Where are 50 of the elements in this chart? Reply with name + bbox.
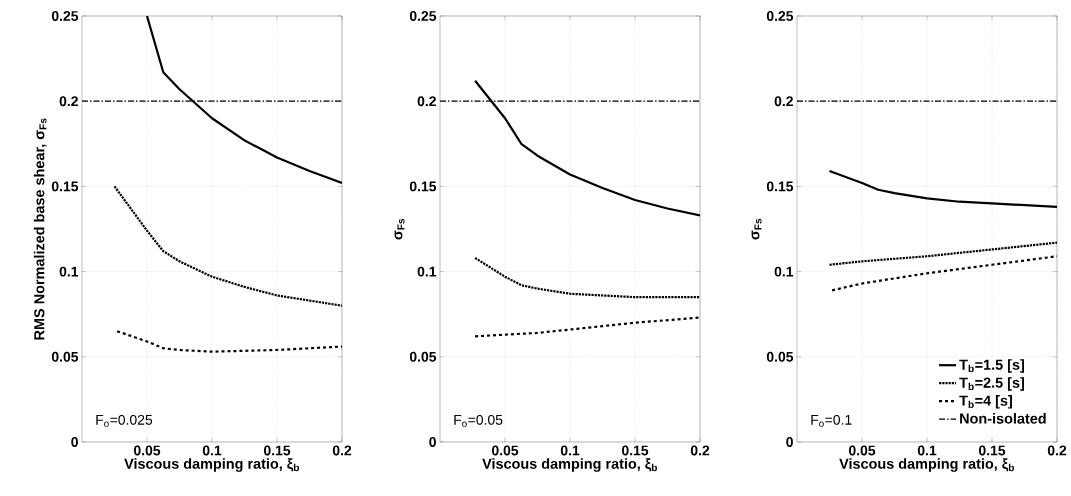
annotation: F$_{o}$=0.025 — [96, 414, 153, 427]
x-tick-label: 0.2 — [332, 445, 352, 456]
x-tick-label: 0.2 — [1047, 445, 1067, 456]
y-tick-label: 0.25 — [51, 11, 79, 21]
line-series — [474, 256, 701, 299]
y-tick-label: 0.1 — [774, 266, 794, 277]
legend-label: Non-isolated — [960, 413, 1046, 424]
y-tick-label: 0.25 — [409, 11, 437, 21]
line-series — [831, 255, 1058, 292]
x-tick-label: 0.15 — [621, 445, 649, 456]
x-axis-title: Viscous damping ratio, ξ$_{b}$ — [124, 458, 299, 472]
y-tick-label: 0 — [429, 437, 436, 447]
x-tick-label: 0.1 — [917, 445, 937, 456]
x-tick-label: 0.15 — [263, 445, 291, 456]
y-tick-label: 0.2 — [417, 96, 436, 107]
y-tick-label: 0 — [786, 437, 793, 447]
x-axis-title: Viscous damping ratio, ξ$_{b}$ — [482, 458, 657, 472]
y-tick-label: 0.2 — [774, 96, 793, 107]
y-tick-label: 0.1 — [417, 266, 437, 277]
x-axis-title: Viscous damping ratio, ξ$_{b}$ — [839, 458, 1014, 472]
annotation: F$_{o}$=0.05 — [454, 414, 503, 427]
line-series — [828, 169, 1058, 208]
legend-label: T$_{b}$=1.5 [s] — [959, 359, 1025, 373]
legend-label: T$_{b}$=4 [s] — [959, 395, 1012, 409]
x-tick-label: 0.05 — [133, 445, 161, 456]
x-tick-label: 0.1 — [202, 445, 222, 456]
annotation: F$_{o}$=0.1 — [811, 414, 852, 427]
y-tick-label: 0.25 — [766, 11, 794, 21]
line-series — [828, 241, 1058, 266]
y-axis-title: σ$_{Fs}$ — [394, 218, 405, 240]
y-tick-label: 0.05 — [409, 351, 437, 362]
x-tick-label: 0.05 — [491, 445, 519, 456]
y-tick-label: 0.05 — [51, 351, 79, 362]
y-tick-label: 0.2 — [59, 96, 78, 107]
y-tick-label: 0.15 — [51, 181, 79, 192]
x-tick-label: 0.2 — [690, 445, 710, 456]
line-series — [116, 330, 343, 353]
line-series — [474, 316, 701, 338]
y-axis-title: RMS Normalized base shear, σ$_{Fs}$ — [33, 118, 47, 340]
y-tick-label: 0.1 — [59, 266, 79, 277]
line-series — [113, 185, 343, 307]
y-tick-label: 0.05 — [766, 351, 794, 362]
y-tick-label: 0.15 — [409, 181, 437, 192]
legend-label: T$_{b}$=2.5 [s] — [959, 377, 1025, 391]
y-axis-title: σ$_{Fs}$ — [751, 218, 762, 240]
y-tick-label: 0 — [71, 437, 78, 447]
x-tick-label: 0.05 — [848, 445, 876, 456]
x-tick-label: 0.15 — [978, 445, 1006, 456]
y-tick-label: 0.15 — [766, 181, 794, 192]
x-tick-label: 0.1 — [560, 445, 580, 456]
